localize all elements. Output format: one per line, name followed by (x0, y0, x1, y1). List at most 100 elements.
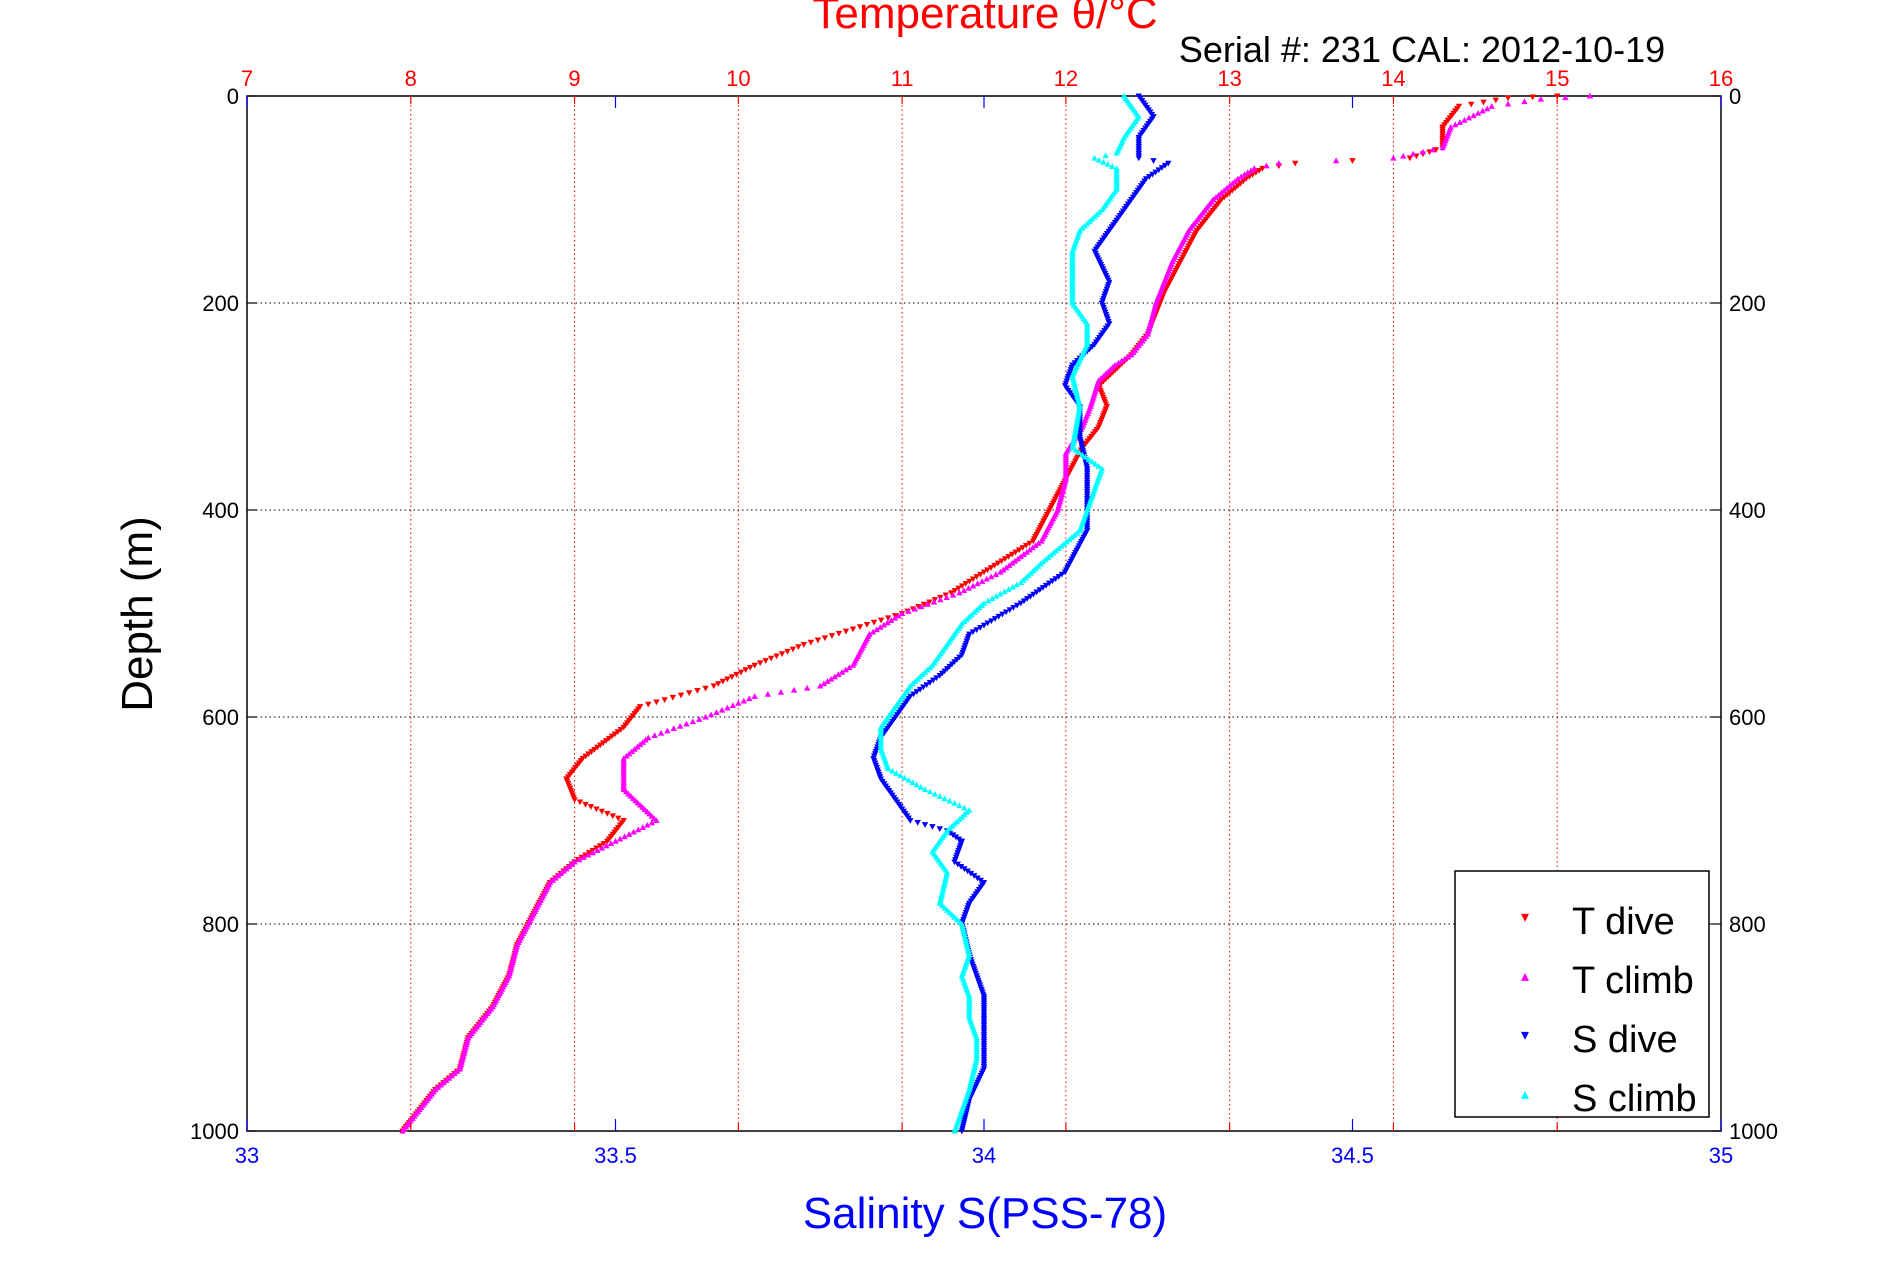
data-point-t-climb (1124, 353, 1132, 360)
data-point-t-dive (1012, 549, 1019, 556)
data-point-t-climb (869, 628, 877, 635)
data-point-t-climb (1400, 152, 1407, 159)
legend-marker: ▾ (1521, 1025, 1529, 1044)
data-point-s-dive (1158, 165, 1166, 171)
data-point-t-climb (911, 605, 919, 612)
data-point-t-climb (1229, 180, 1236, 186)
y-tick-label-right: 1000 (1729, 1119, 1778, 1144)
data-point-t-dive (615, 815, 622, 822)
data-point-t-dive (828, 633, 836, 639)
data-point-t-dive (863, 622, 871, 628)
data-point-t-dive (1001, 556, 1009, 562)
data-point-t-climb (683, 720, 690, 727)
data-point-t-dive (778, 651, 786, 657)
data-point-t-climb (689, 718, 697, 725)
data-point-t-dive (756, 660, 764, 667)
data-point-t-dive (1291, 160, 1299, 167)
data-point-t-dive (593, 845, 600, 852)
data-point-s-dive (980, 622, 988, 629)
data-point-t-climb (740, 697, 747, 704)
data-point-t-dive (973, 574, 980, 580)
data-point-t-climb (1521, 98, 1528, 105)
data-point-s-dive (929, 824, 936, 830)
data-point-t-climb (589, 849, 596, 856)
data-point-t-climb (639, 739, 646, 745)
data-point-t-dive (984, 567, 991, 574)
data-point-t-climb (1023, 548, 1030, 555)
data-point-t-dive (920, 601, 928, 608)
data-point-t-dive (576, 799, 584, 806)
data-point-t-climb (1026, 546, 1033, 553)
data-point-t-climb (880, 621, 888, 628)
data-point-t-climb (635, 826, 642, 833)
data-point-t-climb (1014, 555, 1022, 562)
data-point-s-climb (926, 788, 934, 795)
data-point-t-dive (719, 678, 727, 685)
data-point-s-dive (988, 618, 995, 625)
data-point-s-dive (916, 686, 924, 693)
data-point-s-dive (970, 873, 978, 879)
data-point-t-dive (594, 744, 601, 751)
data-point-s-climb (1102, 152, 1109, 159)
data-point-t-dive (1480, 99, 1487, 106)
data-point-t-climb (898, 610, 906, 617)
data-point-t-climb (437, 1081, 445, 1088)
data-point-t-dive (669, 694, 677, 701)
data-point-s-dive (1161, 162, 1169, 169)
data-point-s-dive (957, 863, 965, 870)
data-point-t-dive (1529, 94, 1536, 101)
data-point-t-climb (549, 877, 556, 883)
data-point-s-climb (1001, 588, 1008, 595)
data-point-t-climb (1479, 107, 1486, 114)
data-point-t-climb (676, 723, 684, 729)
data-point-t-dive (1026, 540, 1033, 547)
data-point-s-dive (1149, 171, 1156, 178)
y-tick-label-left: 0 (227, 84, 239, 109)
data-point-t-dive (600, 840, 607, 847)
data-point-t-climb (924, 601, 931, 607)
data-point-t-climb (1247, 167, 1255, 174)
data-point-t-climb (670, 725, 677, 732)
data-point-s-climb (1005, 586, 1012, 592)
data-point-s-climb (1085, 456, 1093, 462)
data-point-t-dive (931, 597, 939, 603)
data-point-t-climb (664, 727, 671, 734)
data-point-t-climb (1032, 542, 1039, 549)
data-point-t-dive (966, 578, 973, 585)
data-point-s-dive (936, 826, 943, 832)
data-point-t-dive (611, 731, 619, 738)
data-point-t-dive (710, 683, 717, 690)
data-point-t-climb (1221, 187, 1228, 193)
data-point-t-dive (733, 671, 740, 678)
data-point-s-dive (967, 870, 975, 877)
data-point-s-dive (1058, 571, 1066, 578)
data-point-t-climb (838, 668, 846, 675)
legend-label: S dive (1572, 1019, 1678, 1061)
data-point-s-dive (961, 866, 968, 872)
legend-label: S climb (1572, 1078, 1697, 1120)
data-point-t-climb (434, 1084, 442, 1090)
data-point-t-climb (443, 1077, 450, 1083)
data-point-s-dive (984, 620, 991, 627)
data-point-t-dive (728, 674, 736, 680)
data-point-t-climb (1429, 146, 1436, 153)
data-point-t-dive (962, 581, 970, 587)
data-point-s-dive (955, 836, 963, 843)
data-point-t-dive (1255, 167, 1263, 174)
data-point-t-climb (1251, 165, 1258, 172)
data-point-t-climb (930, 598, 938, 605)
data-point-t-climb (565, 863, 573, 870)
data-point-t-dive (694, 687, 701, 694)
data-point-s-dive (973, 627, 980, 633)
data-point-t-dive (849, 626, 857, 633)
x-tick-label-bottom: 34.5 (1331, 1143, 1374, 1168)
data-point-t-dive (835, 630, 843, 637)
data-point-t-climb (1038, 537, 1045, 544)
data-point-t-climb (645, 734, 652, 741)
data-point-t-climb (1483, 105, 1491, 112)
data-point-t-climb (607, 840, 615, 847)
data-point-s-climb (1013, 581, 1020, 588)
data-point-t-climb (598, 844, 606, 851)
x-tick-label-bottom: 33 (235, 1143, 259, 1168)
data-point-t-climb (456, 1065, 464, 1072)
